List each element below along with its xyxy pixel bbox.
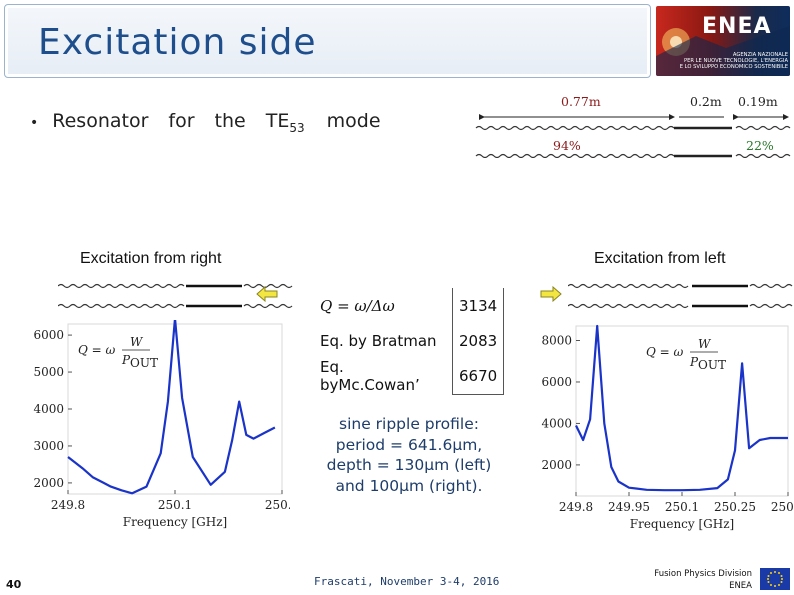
formula-denominator-subscript: OUT: [698, 358, 726, 372]
y-tick-label: 4000: [541, 416, 572, 430]
series-line: [67, 320, 276, 495]
excitation-left-title: Excitation from left: [594, 250, 726, 267]
y-tick-label: 2000: [33, 476, 64, 490]
q-factor-table: Q = ω/Δω 3134 Eq. by Bratman 2083 Eq. by…: [312, 288, 505, 395]
mode-base: TE: [265, 110, 290, 132]
division-line: ENEA: [729, 581, 752, 591]
length-mid-label: 0.2m: [690, 94, 722, 109]
logo-subtitle-line: PER LE NUOVE TECNOLOGIE, L'ENERGIA: [683, 58, 788, 64]
length-left-label: 0.77m: [561, 94, 601, 109]
y-tick-label: 5000: [33, 365, 64, 379]
ripple-wall: [58, 283, 185, 289]
division-line: Fusion Physics Division: [654, 569, 752, 579]
bullet-word: for: [168, 110, 195, 132]
x-tick-label: 249.95: [608, 500, 650, 514]
page-title: Excitation side: [38, 22, 317, 63]
ripple-wall-bottom-right: [735, 153, 791, 158]
q-row-value: 2083: [451, 323, 505, 358]
enea-logo: [656, 6, 790, 76]
logo-subtitle-line: E LO SVILUPPO ECONOMICO SOSTENIBILE: [679, 64, 788, 70]
y-tick-label: 3000: [33, 439, 64, 453]
ripple-wall: [243, 283, 293, 289]
logo-subtitle: AGENZIA NAZIONALE PER LE NUOVE TECNOLOGI…: [660, 52, 788, 70]
bullet-word: the: [214, 110, 246, 132]
bullet-word: Resonator: [52, 110, 149, 132]
schematic-right-excitation: [58, 283, 293, 309]
y-tick-label: 2000: [541, 458, 572, 472]
chart-excitation-right: 2000 3000 4000 5000 6000 249.8 250.1 250.4 Frequ…: [33, 320, 290, 529]
table-row: Q = ω/Δω 3134: [312, 288, 505, 323]
y-tick-label: 4000: [33, 402, 64, 416]
schematic-left-excitation: [568, 283, 793, 309]
ripple-wall: [749, 283, 793, 289]
ripple-wall-top-left: [475, 125, 675, 131]
bullet-word: mode: [326, 110, 381, 132]
footer-date: Frascati, November 3-4, 2016: [314, 575, 500, 588]
mode-name: TE53: [265, 110, 305, 135]
q-formula: Q = ω WP OUT: [646, 337, 726, 372]
ripple-line: depth = 130μm (left): [326, 456, 492, 474]
length-right-label: 0.19m: [738, 94, 778, 109]
ripple-wall: [568, 303, 689, 309]
x-tick-label: 250.25: [714, 500, 756, 514]
series-line: [575, 324, 788, 492]
ripple-wall: [568, 283, 689, 289]
formula-numerator: W: [130, 335, 144, 349]
x-tick-label: 250.4: [265, 498, 290, 512]
formula-denominator: P: [121, 353, 131, 367]
percent-left-label: 94%: [553, 138, 581, 153]
q-row-value: 6670: [451, 358, 505, 395]
arrow-right-icon: [540, 286, 562, 302]
arrow-left-icon: [256, 286, 278, 302]
ripple-line: and 100μm (right).: [335, 476, 483, 495]
ripple-line: sine ripple profile:: [339, 415, 479, 433]
q-row-label: Eq. by Bratman: [320, 331, 437, 350]
page-number: 40: [6, 578, 22, 591]
x-tick-label: 249.8: [559, 500, 593, 514]
q-row-label: Q = ω/Δω: [312, 288, 453, 323]
mode-subscript: 53: [289, 120, 305, 135]
formula-lhs: Q = ω: [646, 345, 684, 359]
q-formula-label: Q = ω/Δω: [320, 296, 395, 315]
percent-right-label: 22%: [746, 138, 774, 153]
table-row: Eq. by Bratman 2083: [312, 323, 505, 358]
formula-numerator: W: [698, 337, 712, 351]
bullet-dot: •: [30, 115, 39, 131]
formula-lhs: Q = ω: [78, 343, 116, 357]
formula-denominator-subscript: OUT: [130, 356, 158, 370]
excitation-right-title: Excitation from right: [80, 250, 222, 267]
resonator-schematic: [475, 114, 791, 158]
ripple-wall-bottom-left: [475, 153, 675, 158]
ripple-description: sine ripple profile: period = 641.6μm, d…: [310, 414, 508, 496]
logo-graphic: [656, 26, 790, 76]
x-tick-label: 250.1: [158, 498, 192, 512]
division-label: Fusion Physics Division ENEA: [648, 568, 752, 592]
x-tick-label: 250.1: [665, 500, 699, 514]
q-row-label: Eq. byMc.Cowan’: [320, 358, 420, 394]
bullet-resonator-mode: • Resonator for the TE53 mode: [30, 110, 381, 135]
ripple-wall: [58, 303, 185, 309]
ripple-line: period = 641.6μm,: [335, 435, 483, 454]
x-tick-label: 249.8: [51, 498, 85, 512]
ripple-wall: [749, 303, 793, 309]
x-tick-label: 250.4: [771, 500, 794, 514]
eu-flag-icon: [760, 568, 790, 590]
y-tick-label: 6000: [541, 375, 572, 389]
ripple-wall: [243, 303, 293, 309]
logo-subtitle-line: AGENZIA NAZIONALE: [732, 52, 788, 58]
x-axis-label: Frequency [GHz]: [630, 517, 734, 531]
y-tick-label: 6000: [33, 328, 64, 342]
logo-name: ENEA: [702, 14, 772, 39]
formula-denominator: P: [689, 355, 699, 369]
x-axis-label: Frequency [GHz]: [123, 515, 227, 529]
chart-excitation-left: 2000 4000 6000 8000 249.8 249.95 250.1 250.25 25…: [541, 324, 794, 531]
table-row: Eq. byMc.Cowan’ 6670: [312, 358, 505, 395]
y-tick-label: 8000: [541, 334, 572, 348]
q-formula: Q = ω WP OUT: [78, 335, 158, 370]
title-banner: [4, 4, 651, 78]
q-row-value: 3134: [451, 288, 505, 323]
ripple-wall-top-right: [735, 125, 791, 131]
